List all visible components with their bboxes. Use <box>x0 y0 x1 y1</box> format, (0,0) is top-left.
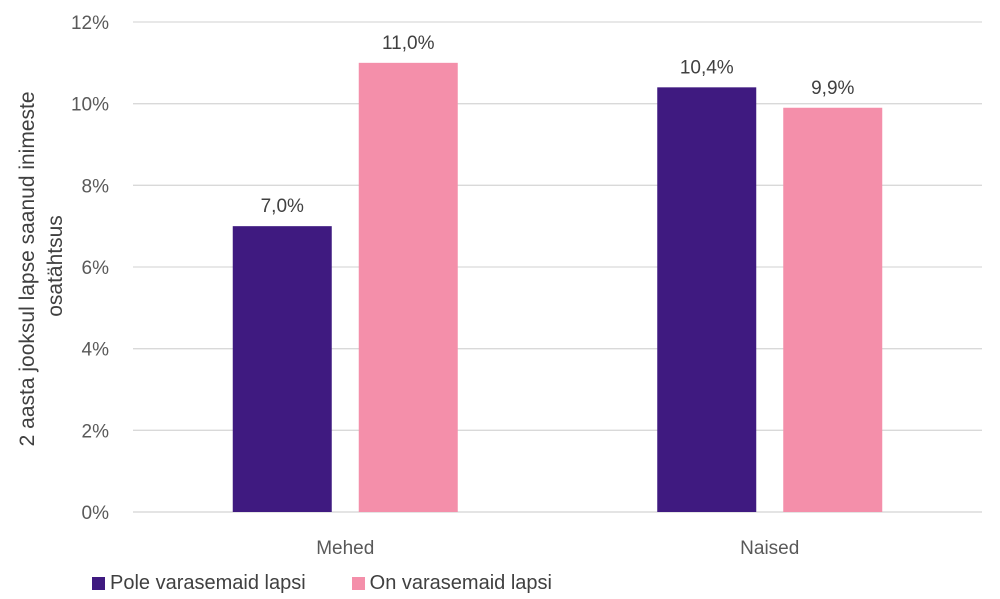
category-label: Naised <box>740 538 799 559</box>
y-tick-label: 6% <box>82 258 110 279</box>
category-labels: Mehed Naised <box>316 538 799 559</box>
legend-swatch-series-1 <box>92 577 105 590</box>
bar-2-2 <box>783 108 882 512</box>
bar-chart: 0% 2% 4% 6% 8% 10% 12% 7,0% 11,0% 10,4% 9,9% Mehe… <box>0 0 1000 568</box>
data-label: 10,4% <box>680 57 734 78</box>
bar-1-2 <box>657 87 756 512</box>
y-tick-label: 2% <box>82 421 110 442</box>
y-axis-ticks: 0% 2% 4% 6% 8% 10% 12% <box>71 13 109 524</box>
data-label: 9,9% <box>811 78 854 99</box>
legend-item-series-2: On varasemaid lapsi <box>352 572 552 595</box>
y-tick-label: 4% <box>82 340 110 361</box>
legend-item-series-1: Pole varasemaid lapsi <box>92 572 306 595</box>
legend-swatch-series-2 <box>352 577 365 590</box>
data-labels: 7,0% 11,0% 10,4% 9,9% <box>261 33 855 217</box>
y-tick-label: 0% <box>82 503 110 524</box>
data-label: 7,0% <box>261 196 304 217</box>
y-axis-label-line-2: osatähtsus <box>44 215 67 317</box>
y-axis-label-line-1: 2 aasta jooksul lapse saanud inimeste <box>16 91 39 446</box>
y-axis-label: 2 aasta jooksul lapse saanud inimeste os… <box>16 86 67 447</box>
bar-1-1 <box>233 226 332 512</box>
y-tick-label: 8% <box>82 176 110 197</box>
legend: Pole varasemaid lapsi On varasemaid laps… <box>92 572 552 595</box>
y-tick-label: 12% <box>71 13 109 34</box>
bar-2-1 <box>359 63 458 512</box>
category-label: Mehed <box>316 538 374 559</box>
y-tick-label: 10% <box>71 95 109 116</box>
bars <box>233 63 883 512</box>
legend-label-series-1: Pole varasemaid lapsi <box>110 572 306 595</box>
legend-label-series-2: On varasemaid lapsi <box>370 572 552 595</box>
data-label: 11,0% <box>382 33 435 54</box>
